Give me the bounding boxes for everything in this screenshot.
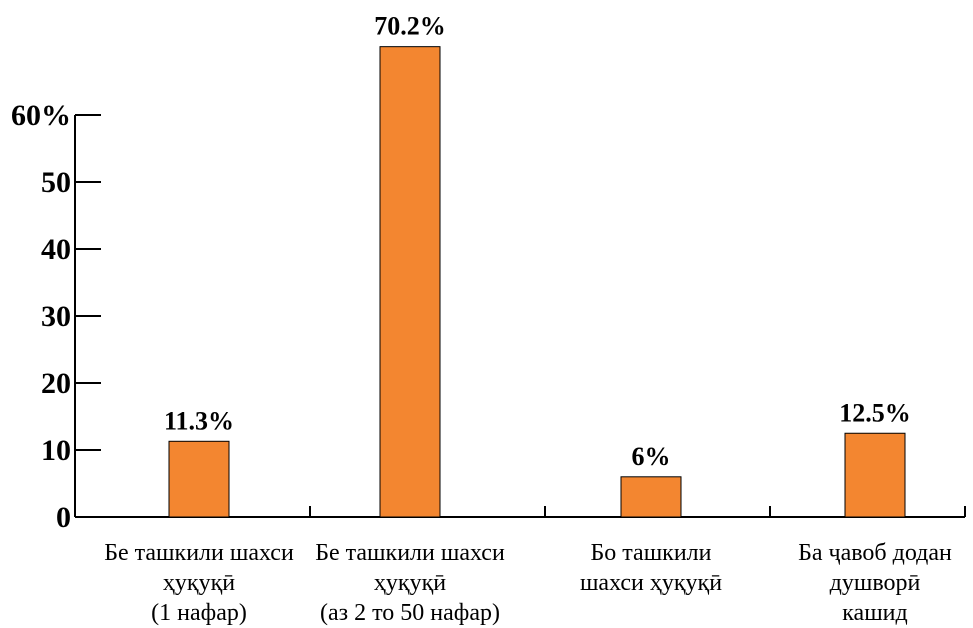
category-label: кашид (842, 600, 907, 626)
bar (844, 432, 906, 518)
value-labels: 11.3% 70.2% 6% 12.5% (164, 12, 911, 471)
y-tick-label: 20 (41, 367, 71, 400)
category-label: ҳуқуқӣ (374, 570, 446, 596)
y-tick-label: 10 (41, 434, 71, 467)
y-axis-ticks: 0 10 20 30 40 50 60% (11, 99, 101, 534)
y-tick-label: 50 (41, 166, 71, 199)
category-label: Бе ташкили шахси (104, 540, 294, 566)
x-axis-ticks (309, 506, 966, 517)
category-label: шахси ҳуқуқӣ (580, 570, 722, 596)
category-label: Бо ташкили (590, 540, 711, 566)
category-label: ҳуқуқӣ (163, 570, 235, 596)
category-label: (1 нафар) (151, 600, 247, 626)
y-tick-label: 30 (41, 300, 71, 333)
bar (379, 46, 441, 518)
value-label: 12.5% (839, 398, 911, 427)
category-label: душворӣ (830, 570, 921, 596)
y-tick-label: 40 (41, 233, 71, 266)
value-label: 70.2% (374, 12, 446, 41)
bars (168, 46, 906, 518)
bar (168, 440, 230, 518)
bar (620, 476, 682, 518)
category-label: Ба ҷавоб додан (798, 540, 952, 566)
value-label: 11.3% (164, 406, 234, 435)
category-label: Бе ташкили шахси (315, 540, 505, 566)
value-label: 6% (632, 442, 671, 471)
y-tick-label: 60% (11, 99, 71, 132)
y-tick-label: 0 (56, 501, 71, 534)
category-label: (аз 2 то 50 нафар) (320, 600, 500, 626)
category-labels: Бе ташкили шахси ҳуқуқӣ (1 нафар) Бе ташкил… (104, 540, 952, 626)
